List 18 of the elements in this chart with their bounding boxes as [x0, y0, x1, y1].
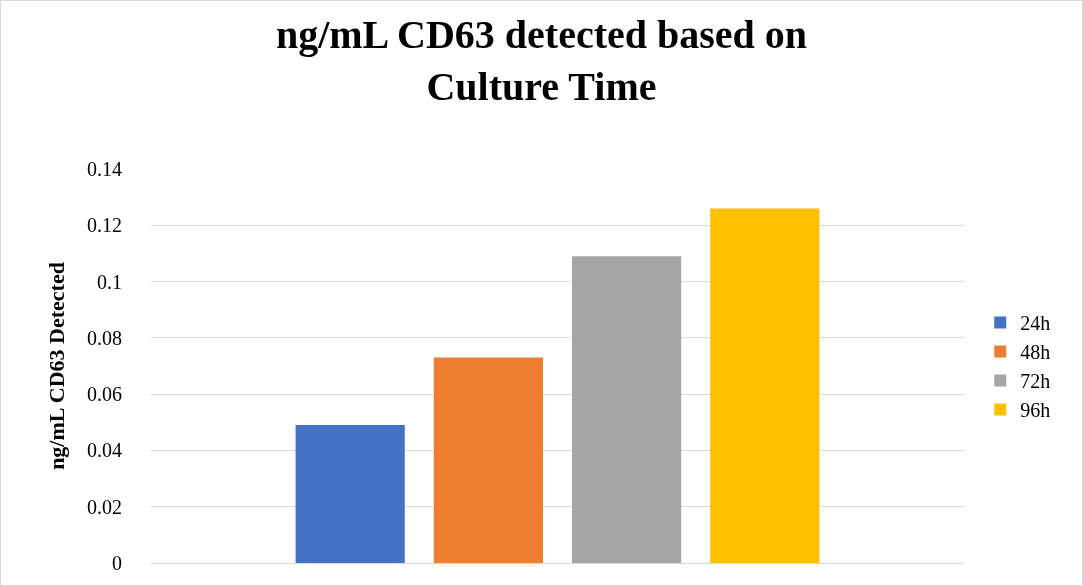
y-tick-label: 0.12	[87, 214, 122, 237]
legend-label: 96h	[1020, 399, 1051, 422]
y-tick-label: 0.08	[87, 326, 122, 349]
bar	[572, 256, 682, 563]
y-axis-title: ng/mL CD63 Detected	[43, 262, 69, 470]
legend-label: 48h	[1020, 341, 1051, 364]
bar	[433, 357, 543, 563]
y-tick-label: 0.1	[97, 270, 122, 293]
y-tick-label: 0	[112, 552, 122, 574]
bar	[710, 208, 820, 563]
legend-label: 24h	[1020, 312, 1051, 335]
legend-label: 72h	[1020, 370, 1051, 393]
y-tick-label: 0.14	[87, 158, 122, 180]
y-tick-label: 0.06	[87, 383, 122, 406]
y-tick-label: 0.04	[87, 439, 122, 462]
bar	[295, 425, 405, 563]
y-tick-label: 0.02	[87, 495, 122, 518]
chart-title: ng/mL CD63 detected based on Culture Time	[275, 11, 808, 109]
